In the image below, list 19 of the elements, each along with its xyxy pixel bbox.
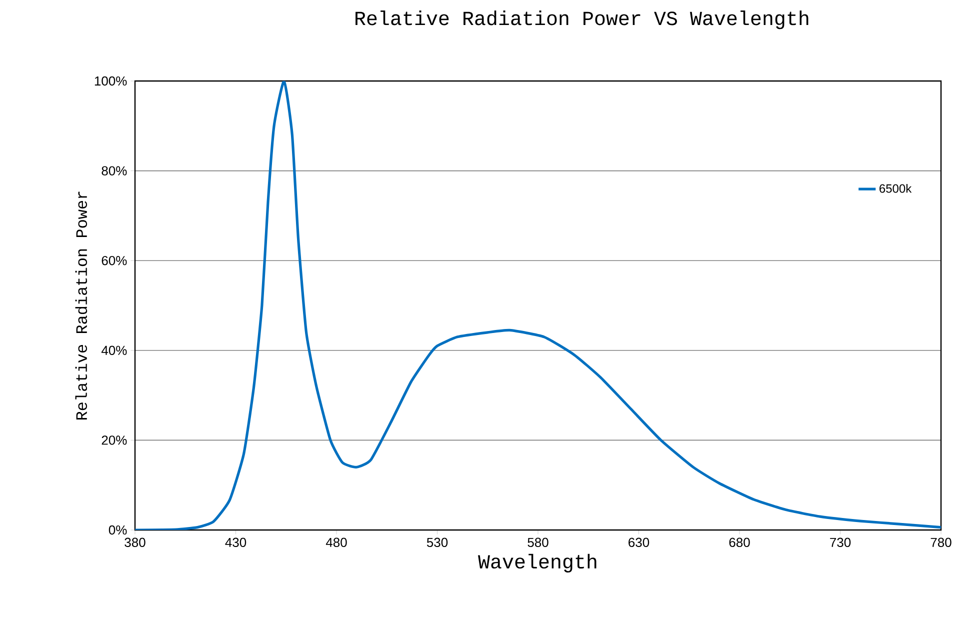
x-tick-label: 430 xyxy=(225,538,246,548)
y-axis-title: Relative Radiation Power xyxy=(75,192,88,420)
y-tick-label: 40% xyxy=(101,346,127,355)
x-tick-label: 630 xyxy=(628,538,650,548)
x-axis-title: Wavelength xyxy=(478,554,596,573)
chart-title: Relative Radiation Power VS Wavelength xyxy=(356,10,808,30)
y-tick-label: 100% xyxy=(94,76,127,86)
y-tick-label: 20% xyxy=(102,436,127,445)
x-tick-label: 580 xyxy=(528,538,548,548)
x-tick-label: 680 xyxy=(729,538,750,548)
x-tick-label: 780 xyxy=(930,538,952,548)
x-tick-label: 730 xyxy=(830,538,851,548)
x-tick-label: 380 xyxy=(124,538,146,548)
y-tick-label: 0% xyxy=(108,525,127,535)
x-tick-label: 480 xyxy=(326,538,347,548)
x-tick-label: 530 xyxy=(426,538,448,548)
legend-label: 6500k xyxy=(880,184,912,193)
y-tick-label: 60% xyxy=(102,256,127,266)
y-tick-label: 80% xyxy=(102,166,127,176)
